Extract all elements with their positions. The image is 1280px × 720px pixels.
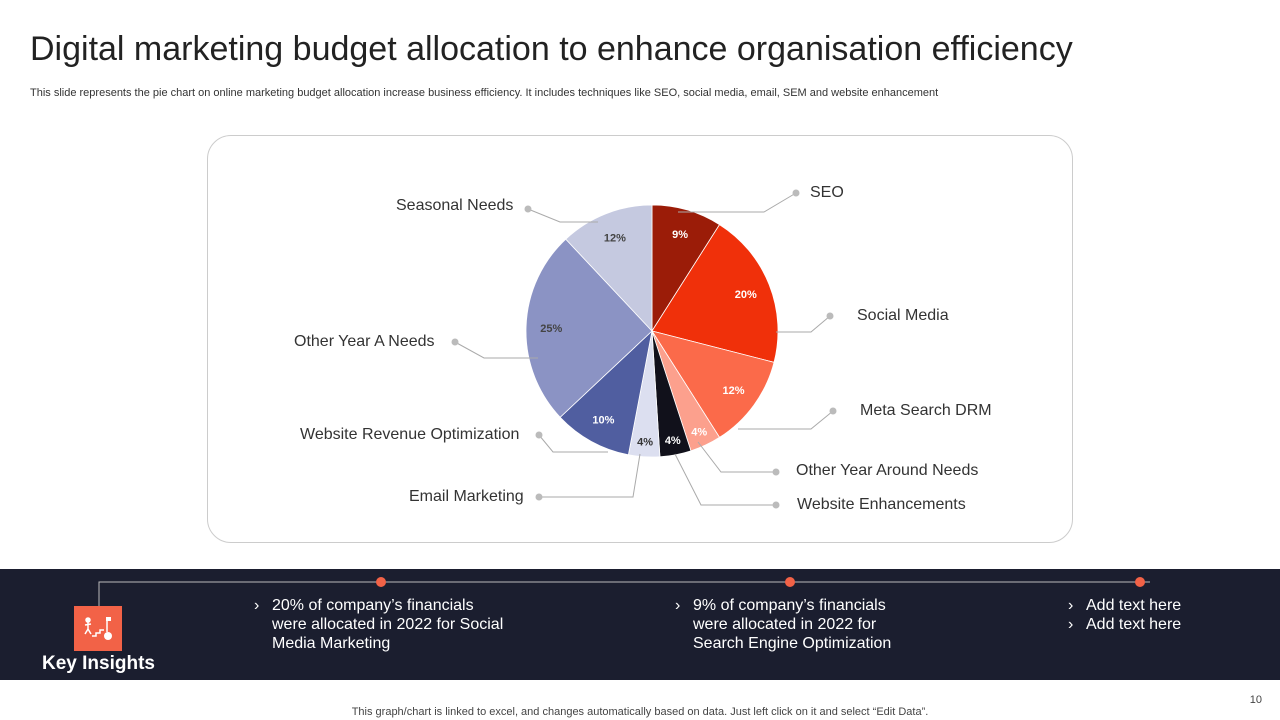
leader-line: [538, 434, 608, 453]
data-label: 4%: [665, 435, 681, 447]
insight-3[interactable]: › Add text here › Add text here: [1068, 597, 1182, 633]
data-label: 10%: [592, 414, 614, 426]
leader-dot: [772, 468, 780, 476]
pie-chart[interactable]: 9% 20% 12% 4% 4% 4% 10% 25% 12%: [208, 136, 1074, 544]
footer-note: This graph/chart is linked to excel, and…: [351, 706, 929, 718]
page-title: Digital marketing budget allocation to e…: [30, 30, 1073, 68]
legend-label-social-media: Social Media: [857, 307, 949, 324]
leader-dot: [829, 407, 837, 415]
leader-dot: [826, 312, 834, 320]
timeline-dot: [376, 577, 386, 587]
data-label: 12%: [723, 385, 745, 397]
data-label: 4%: [637, 437, 653, 449]
timeline-dot: [1135, 577, 1145, 587]
legend-label-other-year-a: Other Year A Needs: [294, 333, 435, 350]
legend-label-other-year-around: Other Year Around Needs: [796, 462, 979, 479]
insights-connector: [98, 577, 1150, 606]
leader-line: [539, 453, 641, 498]
legend-label-seo: SEO: [810, 184, 844, 201]
pie-slice-other-year-a-needs[interactable]: [525, 238, 653, 418]
leader-line: [678, 192, 797, 213]
legend-label-seasonal: Seasonal Needs: [396, 197, 514, 214]
data-label: 4%: [691, 426, 707, 438]
leader-line: [776, 315, 831, 333]
page-number: 10: [1249, 694, 1262, 706]
leader-dot: [524, 205, 532, 213]
pie-slice-seasonal-needs[interactable]: [565, 204, 653, 333]
pie-slice-social-media[interactable]: [651, 224, 779, 363]
leader-dot: [535, 493, 543, 501]
leader-line: [674, 453, 776, 506]
leader-dot: [535, 431, 543, 439]
timeline-dot: [785, 577, 795, 587]
leader-line: [738, 410, 834, 430]
leader-line: [527, 208, 598, 223]
career-steps-icon: [74, 606, 122, 651]
pie-slice-meta-search-drm[interactable]: [651, 330, 775, 438]
page-subtitle: This slide represents the pie chart on o…: [30, 87, 939, 99]
leader-line: [454, 341, 538, 359]
legend-label-email: Email Marketing: [409, 488, 524, 505]
legend-label-website-enh: Website Enhancements: [797, 496, 966, 513]
data-label: 20%: [735, 289, 757, 301]
insight-1: › 20% of company’s financials were allocat…: [254, 597, 504, 652]
legend-label-meta-search: Meta Search DRM: [860, 402, 992, 419]
leader-dot: [772, 501, 780, 509]
data-label: 25%: [540, 323, 562, 335]
insight-2: › 9% of company’s financials were allocate…: [675, 597, 892, 652]
leader-dot: [792, 189, 800, 197]
key-insights-heading: Key Insights: [42, 653, 155, 674]
pie-slice-website-revenue-optimization[interactable]: [559, 329, 653, 456]
legend-label-website-revenue: Website Revenue Optimization: [300, 426, 520, 443]
leader-line: [697, 441, 776, 473]
chart-card[interactable]: 9% 20% 12% 4% 4% 4% 10% 25% 12% Seasonal Needs S…: [207, 135, 1073, 543]
insights-band: Key Insights › 20% of company’s financial…: [0, 569, 1280, 680]
leader-dot: [451, 338, 459, 346]
data-label: 12%: [604, 232, 626, 244]
data-label: 9%: [672, 229, 688, 241]
